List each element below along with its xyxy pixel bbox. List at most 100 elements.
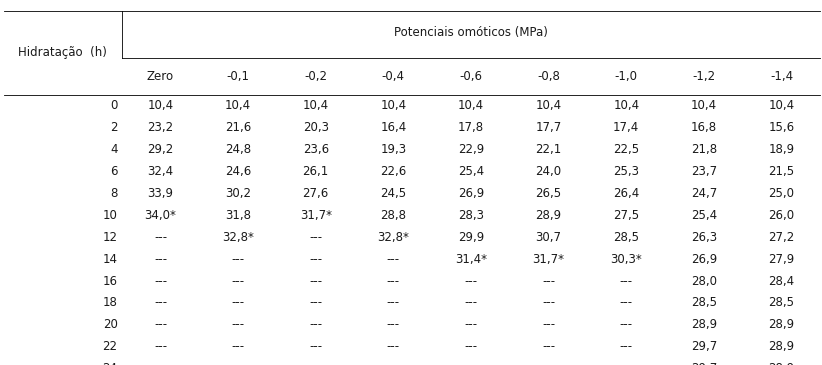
Text: 14: 14 (103, 253, 118, 266)
Text: ---: --- (232, 318, 245, 331)
Text: 28,3: 28,3 (458, 209, 484, 222)
Text: 26,3: 26,3 (690, 231, 717, 244)
Text: 30,3*: 30,3* (611, 253, 642, 266)
Text: 2: 2 (110, 121, 118, 134)
Text: 23,6: 23,6 (302, 143, 329, 156)
Text: 22,6: 22,6 (381, 165, 407, 178)
Text: ---: --- (309, 274, 322, 288)
Text: 27,2: 27,2 (769, 231, 795, 244)
Text: ---: --- (154, 274, 167, 288)
Text: 21,8: 21,8 (690, 143, 717, 156)
Text: 20,3: 20,3 (302, 121, 329, 134)
Text: 22,9: 22,9 (458, 143, 484, 156)
Text: ---: --- (154, 318, 167, 331)
Text: 28,4: 28,4 (769, 274, 795, 288)
Text: 26,9: 26,9 (690, 253, 717, 266)
Text: 16: 16 (103, 274, 118, 288)
Text: 32,8*: 32,8* (377, 231, 409, 244)
Text: 24,8: 24,8 (225, 143, 252, 156)
Text: 27,5: 27,5 (613, 209, 640, 222)
Text: 26,0: 26,0 (769, 209, 795, 222)
Text: -0,1: -0,1 (227, 70, 250, 83)
Text: 31,7*: 31,7* (300, 209, 332, 222)
Text: 24: 24 (103, 362, 118, 365)
Text: 28,8: 28,8 (381, 209, 406, 222)
Text: 10,4: 10,4 (147, 99, 173, 112)
Text: 23,7: 23,7 (690, 165, 717, 178)
Text: 28,9: 28,9 (536, 209, 561, 222)
Text: 31,4*: 31,4* (455, 253, 487, 266)
Text: Hidratação  (h): Hidratação (h) (18, 46, 108, 59)
Text: -0,8: -0,8 (538, 70, 560, 83)
Text: ---: --- (387, 253, 400, 266)
Text: 24,5: 24,5 (381, 187, 406, 200)
Text: 30,2: 30,2 (225, 187, 251, 200)
Text: ---: --- (542, 296, 555, 310)
Text: Potenciais omóticos (MPa): Potenciais omóticos (MPa) (394, 26, 548, 39)
Text: 26,4: 26,4 (613, 187, 640, 200)
Text: ---: --- (387, 274, 400, 288)
Text: ---: --- (387, 318, 400, 331)
Text: 16,4: 16,4 (381, 121, 407, 134)
Text: ---: --- (620, 362, 633, 365)
Text: 10,4: 10,4 (536, 99, 561, 112)
Text: ---: --- (464, 296, 478, 310)
Text: 24,6: 24,6 (225, 165, 252, 178)
Text: ---: --- (464, 318, 478, 331)
Text: ---: --- (387, 340, 400, 353)
Text: ---: --- (154, 362, 167, 365)
Text: 10,4: 10,4 (381, 99, 406, 112)
Text: ---: --- (309, 362, 322, 365)
Text: 4: 4 (110, 143, 118, 156)
Text: -0,6: -0,6 (459, 70, 483, 83)
Text: 23,2: 23,2 (147, 121, 173, 134)
Text: Zero: Zero (147, 70, 174, 83)
Text: 31,8: 31,8 (225, 209, 251, 222)
Text: 24,0: 24,0 (536, 165, 561, 178)
Text: 20: 20 (103, 318, 118, 331)
Text: ---: --- (542, 340, 555, 353)
Text: 25,4: 25,4 (458, 165, 484, 178)
Text: 29,2: 29,2 (147, 143, 173, 156)
Text: 27,6: 27,6 (302, 187, 329, 200)
Text: 25,4: 25,4 (690, 209, 717, 222)
Text: ---: --- (542, 318, 555, 331)
Text: 16,8: 16,8 (690, 121, 717, 134)
Text: 31,7*: 31,7* (533, 253, 565, 266)
Text: 18,9: 18,9 (769, 143, 795, 156)
Text: 28,9: 28,9 (769, 362, 795, 365)
Text: 22: 22 (103, 340, 118, 353)
Text: ---: --- (309, 231, 322, 244)
Text: -1,4: -1,4 (770, 70, 793, 83)
Text: 28,0: 28,0 (691, 274, 717, 288)
Text: 21,6: 21,6 (225, 121, 252, 134)
Text: 10,4: 10,4 (302, 99, 329, 112)
Text: 26,5: 26,5 (536, 187, 561, 200)
Text: 22,5: 22,5 (613, 143, 640, 156)
Text: 32,8*: 32,8* (222, 231, 254, 244)
Text: 29,9: 29,9 (458, 231, 484, 244)
Text: 28,5: 28,5 (691, 296, 717, 310)
Text: 19,3: 19,3 (381, 143, 406, 156)
Text: ---: --- (620, 296, 633, 310)
Text: 26,9: 26,9 (458, 187, 484, 200)
Text: 29,7: 29,7 (690, 362, 717, 365)
Text: ---: --- (542, 362, 555, 365)
Text: ---: --- (232, 274, 245, 288)
Text: 21,5: 21,5 (769, 165, 795, 178)
Text: ---: --- (232, 253, 245, 266)
Text: ---: --- (232, 296, 245, 310)
Text: ---: --- (154, 296, 167, 310)
Text: 25,3: 25,3 (613, 165, 640, 178)
Text: ---: --- (464, 340, 478, 353)
Text: ---: --- (620, 274, 633, 288)
Text: ---: --- (464, 274, 478, 288)
Text: 27,9: 27,9 (769, 253, 795, 266)
Text: ---: --- (542, 274, 555, 288)
Text: ---: --- (309, 318, 322, 331)
Text: ---: --- (154, 253, 167, 266)
Text: 28,5: 28,5 (613, 231, 640, 244)
Text: ---: --- (154, 231, 167, 244)
Text: ---: --- (387, 362, 400, 365)
Text: 15,6: 15,6 (769, 121, 795, 134)
